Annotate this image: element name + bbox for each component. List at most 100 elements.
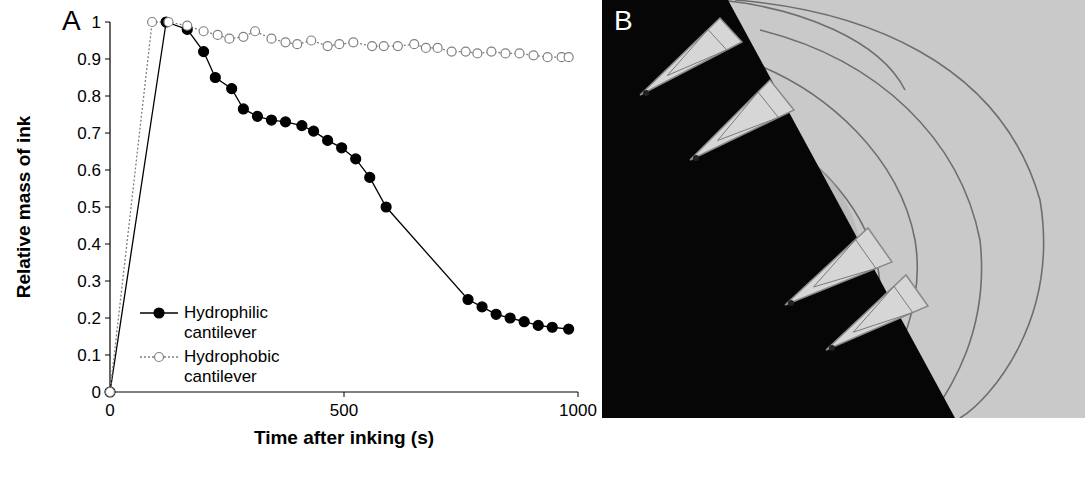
point [307,36,316,45]
point [529,51,538,60]
point [210,73,220,83]
point [463,295,473,305]
point [547,322,557,332]
point [266,115,276,125]
point [225,34,234,43]
point [421,43,430,52]
point [365,172,375,182]
micrograph [602,0,1085,418]
point [337,143,347,153]
point [297,121,307,131]
cantilever [690,80,794,160]
point [238,104,248,114]
point [293,40,302,49]
point [106,388,115,397]
point [267,34,276,43]
point [381,202,391,212]
y-tick [105,96,110,97]
series-line [110,22,569,392]
cantilever-channel [667,30,726,76]
point [487,47,496,56]
point [410,40,419,49]
point [252,111,262,121]
point [393,42,402,51]
x-tick [344,392,345,397]
legend-label: Hydrophobiccantilever [184,347,280,386]
y-tick-label: 1 [92,13,101,32]
y-tick-label: 0 [92,383,101,402]
point [491,309,501,319]
y-tick [105,281,110,282]
point [447,47,456,56]
point [543,53,552,62]
legend-marker [154,308,164,318]
y-tick-label: 0.5 [77,198,101,217]
point [505,313,515,323]
point [148,18,157,27]
point [239,32,248,41]
y-tick-label: 0.1 [77,346,101,365]
cantilever [785,228,892,305]
y-tick-label: 0.8 [77,87,101,106]
x-tick [578,392,579,397]
point [213,30,222,39]
panel-label: B [614,5,633,36]
point [281,117,291,127]
x-tick-label: 500 [330,401,358,420]
point [461,47,470,56]
panel-label: A [62,5,81,36]
point [251,27,260,36]
point [199,27,208,36]
point [515,49,524,58]
point [433,43,442,52]
point [473,49,482,58]
point [164,18,173,27]
y-tick-label: 0.3 [77,272,101,291]
y-tick [105,133,110,134]
chip [602,0,955,418]
y-tick-label: 0.4 [77,235,101,254]
y-tick [105,355,110,356]
point [199,47,209,57]
y-tick [105,244,110,245]
legend: HydrophiliccantileverHydrophobiccantilev… [140,303,280,386]
cantilever-channel [853,286,912,332]
y-tick [105,318,110,319]
legend-label-line: Hydrophobic [184,347,280,366]
cantilever-tip [693,155,699,161]
y-tick [105,207,110,208]
point [323,42,332,51]
y-tick [105,170,110,171]
legend-label: Hydrophiliccantilever [184,303,269,342]
point [335,40,344,49]
y-axis-title: Relative mass of ink [13,115,34,298]
point [368,42,377,51]
legend-label-line: cantilever [184,367,257,386]
y-tick [105,59,110,60]
cantilever-channel [718,92,779,141]
legend-label-line: Hydrophilic [184,303,269,322]
y-tick-label: 0.7 [77,124,101,143]
y-tick-label: 0.9 [77,50,101,69]
cantilever [640,18,742,95]
y-tick-label: 0.2 [77,309,101,328]
plot-area [105,17,574,397]
point [533,320,543,330]
point [349,38,358,47]
point [281,38,290,47]
point [477,302,487,312]
point [323,135,333,145]
cantilever-channel [814,240,876,287]
point [379,42,388,51]
point [105,387,115,397]
legend-marker [155,353,164,362]
legend-label-line: cantilever [184,323,257,342]
figure: 00.10.20.30.40.50.60.70.80.9105001000Tim… [0,0,1085,488]
point [351,154,361,164]
y-tick [105,22,110,23]
point [519,317,529,327]
cantilever-tip [643,90,649,96]
point [564,324,574,334]
point [309,126,319,136]
cantilever [826,275,928,350]
